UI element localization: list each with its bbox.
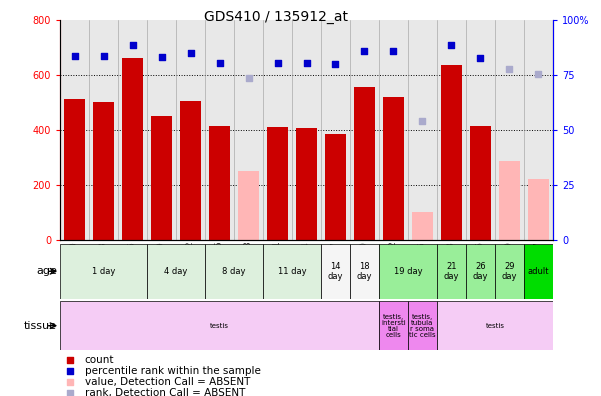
- Bar: [499, 161, 520, 240]
- Point: [65, 390, 75, 396]
- Bar: [495, 244, 524, 299]
- Point: [128, 42, 138, 48]
- Text: 21
day: 21 day: [444, 262, 459, 281]
- Point: [447, 42, 456, 48]
- Bar: [466, 244, 495, 299]
- Bar: [412, 212, 433, 240]
- Text: rank, Detection Call = ABSENT: rank, Detection Call = ABSENT: [85, 388, 245, 396]
- Bar: [239, 171, 258, 240]
- Bar: [296, 128, 317, 240]
- Text: 1 day: 1 day: [92, 267, 115, 276]
- Bar: [471, 126, 490, 240]
- Bar: [441, 65, 462, 240]
- Bar: [528, 179, 549, 240]
- Bar: [60, 301, 379, 350]
- Point: [359, 48, 369, 54]
- Point: [65, 357, 75, 364]
- Text: testis: testis: [486, 323, 504, 329]
- Bar: [408, 301, 437, 350]
- Point: [65, 379, 75, 385]
- Point: [273, 59, 282, 66]
- Text: count: count: [85, 355, 114, 365]
- Bar: [355, 87, 374, 240]
- Point: [65, 368, 75, 374]
- Text: 11 day: 11 day: [278, 267, 307, 276]
- Point: [215, 59, 224, 66]
- Bar: [93, 102, 114, 240]
- Bar: [147, 244, 205, 299]
- Point: [157, 54, 166, 60]
- Point: [302, 59, 311, 66]
- Text: percentile rank within the sample: percentile rank within the sample: [85, 366, 261, 376]
- Point: [534, 70, 543, 77]
- Bar: [325, 134, 346, 240]
- Bar: [383, 97, 404, 240]
- Bar: [209, 126, 230, 240]
- Text: 19 day: 19 day: [394, 267, 423, 276]
- Bar: [524, 244, 553, 299]
- Point: [70, 53, 79, 59]
- Point: [505, 66, 514, 72]
- Point: [186, 50, 195, 56]
- Text: testis,
tubula
r soma
tic cells: testis, tubula r soma tic cells: [409, 314, 436, 338]
- Point: [475, 55, 485, 61]
- Bar: [151, 116, 172, 240]
- Point: [418, 118, 427, 124]
- Bar: [437, 301, 553, 350]
- Text: 18
day: 18 day: [357, 262, 372, 281]
- Bar: [379, 244, 437, 299]
- Text: 26
day: 26 day: [473, 262, 488, 281]
- Bar: [350, 244, 379, 299]
- Bar: [205, 244, 263, 299]
- Text: age: age: [36, 266, 57, 276]
- Bar: [267, 127, 288, 240]
- Text: testis,
intersti
tial
cells: testis, intersti tial cells: [381, 314, 406, 338]
- Text: 4 day: 4 day: [164, 267, 188, 276]
- Bar: [379, 301, 408, 350]
- Point: [99, 53, 108, 59]
- Bar: [64, 99, 85, 240]
- Bar: [180, 101, 201, 240]
- Bar: [437, 244, 466, 299]
- Bar: [60, 244, 147, 299]
- Text: 29
day: 29 day: [502, 262, 517, 281]
- Text: testis: testis: [210, 323, 229, 329]
- Text: GDS410 / 135912_at: GDS410 / 135912_at: [204, 10, 349, 24]
- Text: adult: adult: [528, 267, 549, 276]
- Text: value, Detection Call = ABSENT: value, Detection Call = ABSENT: [85, 377, 250, 387]
- Text: tissue: tissue: [24, 321, 57, 331]
- Point: [244, 75, 254, 81]
- Bar: [123, 58, 142, 240]
- Bar: [263, 244, 321, 299]
- Point: [331, 61, 340, 67]
- Point: [389, 48, 398, 54]
- Text: 8 day: 8 day: [222, 267, 246, 276]
- Text: 14
day: 14 day: [328, 262, 343, 281]
- Bar: [321, 244, 350, 299]
